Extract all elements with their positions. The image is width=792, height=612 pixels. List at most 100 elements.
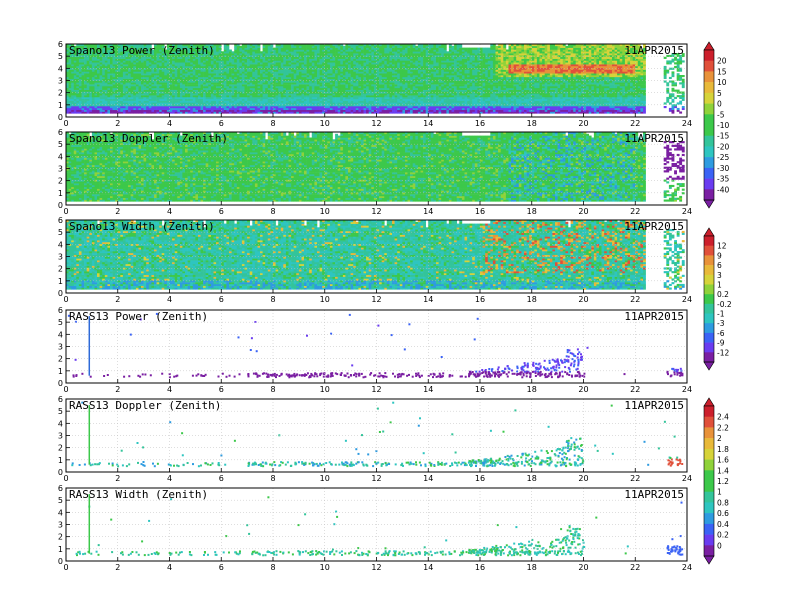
heatmap-cell	[190, 65, 194, 69]
heatmap-cell	[166, 71, 170, 74]
heatmap-cell	[223, 86, 227, 89]
heatmap-cell	[386, 49, 390, 52]
heatmap-cell	[115, 47, 119, 50]
heatmap-cell	[154, 89, 157, 92]
heatmap-cell	[122, 96, 126, 100]
heatmap-cell	[198, 109, 201, 112]
heatmap-cell	[335, 49, 338, 52]
heatmap-cell	[234, 44, 238, 47]
heatmap-cell	[234, 109, 238, 112]
heatmap-cell	[169, 100, 173, 103]
heatmap-cell	[195, 87, 199, 90]
heatmap-cell	[112, 75, 116, 78]
heatmap-cell	[177, 84, 181, 87]
heatmap-cell	[73, 106, 77, 109]
heatmap-cell	[198, 93, 201, 96]
heatmap-cell	[221, 62, 225, 65]
heatmap-cell	[309, 107, 313, 111]
heatmap-cell	[397, 76, 401, 80]
heatmap-cell	[166, 53, 170, 56]
heatmap-cell	[226, 76, 230, 80]
heatmap-cell	[192, 62, 196, 65]
heatmap-cell	[177, 67, 181, 70]
heatmap-cell	[71, 102, 75, 105]
heatmap-cell	[234, 62, 238, 65]
heatmap-cell	[185, 96, 188, 100]
heatmap-cell	[84, 102, 87, 105]
heatmap-cell	[172, 82, 175, 85]
heatmap-cell	[231, 107, 235, 111]
heatmap-cell	[73, 58, 77, 61]
heatmap-cell	[81, 95, 85, 98]
heatmap-cell	[73, 65, 77, 69]
heatmap-cell	[386, 98, 390, 101]
heatmap-cell	[166, 80, 170, 83]
heatmap-cell	[190, 100, 194, 103]
heatmap-cell	[192, 65, 196, 69]
heatmap-cell	[99, 93, 103, 96]
heatmap-cell	[187, 82, 191, 85]
heatmap-cell	[138, 86, 142, 89]
heatmap-cell	[143, 96, 147, 100]
heatmap-cell	[210, 95, 214, 98]
heatmap-cell	[146, 111, 150, 114]
heatmap-cell	[229, 71, 232, 74]
heatmap-cell	[68, 100, 72, 103]
heatmap-cell	[135, 51, 139, 54]
heatmap-cell	[324, 56, 328, 59]
heatmap-cell	[379, 98, 382, 101]
heatmap-cell	[218, 96, 222, 100]
heatmap-cell	[335, 107, 338, 111]
heatmap-cell	[216, 44, 219, 47]
heatmap-cell	[143, 84, 147, 87]
heatmap-cell	[216, 69, 219, 72]
heatmap-cell	[254, 107, 258, 111]
heatmap-cell	[81, 44, 85, 47]
heatmap-cell	[177, 87, 181, 90]
heatmap-cell	[143, 111, 147, 114]
heatmap-cell	[257, 49, 261, 52]
heatmap-cell	[234, 82, 238, 85]
heatmap-cell	[355, 84, 359, 87]
heatmap-cell	[203, 107, 206, 111]
heatmap-cell	[117, 47, 121, 50]
heatmap-cell	[156, 69, 160, 72]
heatmap-cell	[130, 89, 134, 92]
heatmap-cell	[371, 98, 375, 101]
heatmap-cell	[122, 65, 126, 69]
heatmap-cell	[291, 56, 294, 59]
heatmap-cell	[141, 106, 144, 109]
heatmap-cell	[117, 65, 121, 69]
heatmap-cell	[135, 91, 139, 94]
heatmap-cell	[252, 49, 256, 52]
heatmap-cell	[223, 93, 227, 96]
heatmap-cell	[125, 107, 129, 111]
heatmap-cell	[125, 93, 129, 96]
heatmap-cell	[130, 107, 134, 111]
heatmap-cell	[151, 67, 155, 70]
heatmap-cell	[115, 106, 119, 109]
heatmap-cell	[122, 62, 126, 65]
heatmap-cell	[200, 104, 204, 107]
heatmap-cell	[190, 54, 194, 58]
heatmap-cell	[120, 93, 124, 96]
heatmap-cell	[280, 84, 284, 87]
heatmap-cell	[110, 64, 113, 67]
heatmap-cell	[288, 56, 292, 59]
heatmap-cell	[102, 73, 106, 76]
heatmap-cell	[71, 78, 75, 81]
heatmap-cell	[86, 75, 90, 78]
heatmap-cell	[84, 89, 87, 92]
heatmap-cell	[208, 78, 212, 81]
heatmap-cell	[231, 54, 235, 58]
heatmap-cell	[117, 60, 121, 63]
heatmap-cell	[203, 87, 206, 90]
heatmap-cell	[169, 64, 173, 67]
heatmap-cell	[164, 98, 168, 101]
heatmap-cell	[107, 107, 111, 111]
heatmap-cell	[195, 71, 199, 74]
heatmap-cell	[192, 56, 196, 59]
heatmap-cell	[293, 98, 297, 101]
heatmap-cell	[164, 75, 168, 78]
heatmap-cell	[102, 106, 106, 109]
